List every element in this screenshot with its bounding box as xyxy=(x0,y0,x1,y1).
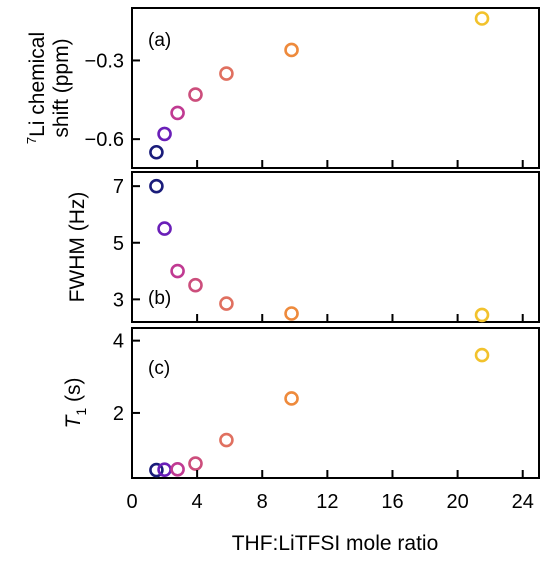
panel-b-frame xyxy=(131,171,540,323)
panel-c-ylabel-sub: 1 xyxy=(73,408,89,416)
x-axis-ticks: 0 4 8 12 16 20 24 xyxy=(126,160,534,513)
data-point xyxy=(170,462,185,477)
y-tick-label: −0.3 xyxy=(85,50,124,72)
x-tick-label: 4 xyxy=(192,491,203,513)
y-tick-label: 7 xyxy=(113,176,124,198)
panel-c-frame xyxy=(131,327,540,479)
data-point xyxy=(157,221,172,236)
panel-a-frame xyxy=(131,7,540,169)
y-tick-label: 4 xyxy=(113,331,124,353)
x-tick-label: 20 xyxy=(446,491,468,513)
data-point xyxy=(149,462,164,478)
data-point xyxy=(219,66,234,81)
panel-b-y-ticks: 7 5 3 xyxy=(113,176,140,311)
data-point xyxy=(474,11,490,26)
data-point xyxy=(219,432,234,448)
y-tick-label: 5 xyxy=(113,233,124,255)
data-point xyxy=(157,126,172,142)
panel-a-ylabel: 7Li chemical xyxy=(24,32,49,144)
panel-a-ylabel-line1: Li chemical xyxy=(26,32,49,137)
y-tick-label: 2 xyxy=(113,403,124,425)
panel-a-y-ticks: −0.3 −0.6 xyxy=(85,50,140,151)
panel-a: (a) −0.3 −0.6 7Li chemical shift (ppm) xyxy=(24,7,540,169)
panel-a-ylabel-line2: shift (ppm) xyxy=(50,38,73,137)
panel-c-points xyxy=(149,347,490,478)
data-point xyxy=(157,462,172,477)
data-point xyxy=(188,87,203,102)
panel-c-label: (c) xyxy=(148,358,170,379)
panel-c-ylabel: T1 (s) xyxy=(62,378,89,429)
x-tick-label: 12 xyxy=(316,491,338,513)
data-point xyxy=(149,144,164,160)
x-tick-label: 16 xyxy=(381,491,403,513)
x-axis-title: THF:LiTFSI mole ratio xyxy=(232,532,439,555)
data-point xyxy=(284,391,299,406)
data-point xyxy=(188,277,203,293)
panel-c-ylabel-unit: (s) xyxy=(62,378,85,408)
data-point xyxy=(188,456,203,471)
data-point xyxy=(284,306,299,321)
panel-c-y-ticks: 42 xyxy=(113,331,140,425)
panel-b-ylabel: FWHM (Hz) xyxy=(66,192,89,303)
data-point xyxy=(219,296,234,311)
y-tick-label: 3 xyxy=(113,289,124,311)
x-tick-label: 24 xyxy=(512,491,534,513)
x-tick-label: 8 xyxy=(257,491,268,513)
data-point xyxy=(474,307,490,323)
panel-b: (b) 7 5 3 FWHM (Hz) xyxy=(66,171,540,323)
data-point xyxy=(474,347,490,363)
data-point xyxy=(170,105,185,121)
panel-a-label: (a) xyxy=(148,30,171,51)
panel-b-points xyxy=(149,178,490,323)
y-tick-label: −0.6 xyxy=(85,129,124,151)
panel-a-points xyxy=(149,11,490,160)
data-point xyxy=(149,178,164,194)
panel-c: (c) 42 T1 (s) xyxy=(62,327,540,479)
panel-b-label: (b) xyxy=(148,288,171,309)
panel-c-ylabel-main: T xyxy=(62,413,85,428)
x-tick-label: 0 xyxy=(126,491,137,513)
data-point xyxy=(284,42,299,58)
panel-a-ylabel-sup: 7 xyxy=(24,137,39,144)
data-point xyxy=(170,263,185,279)
